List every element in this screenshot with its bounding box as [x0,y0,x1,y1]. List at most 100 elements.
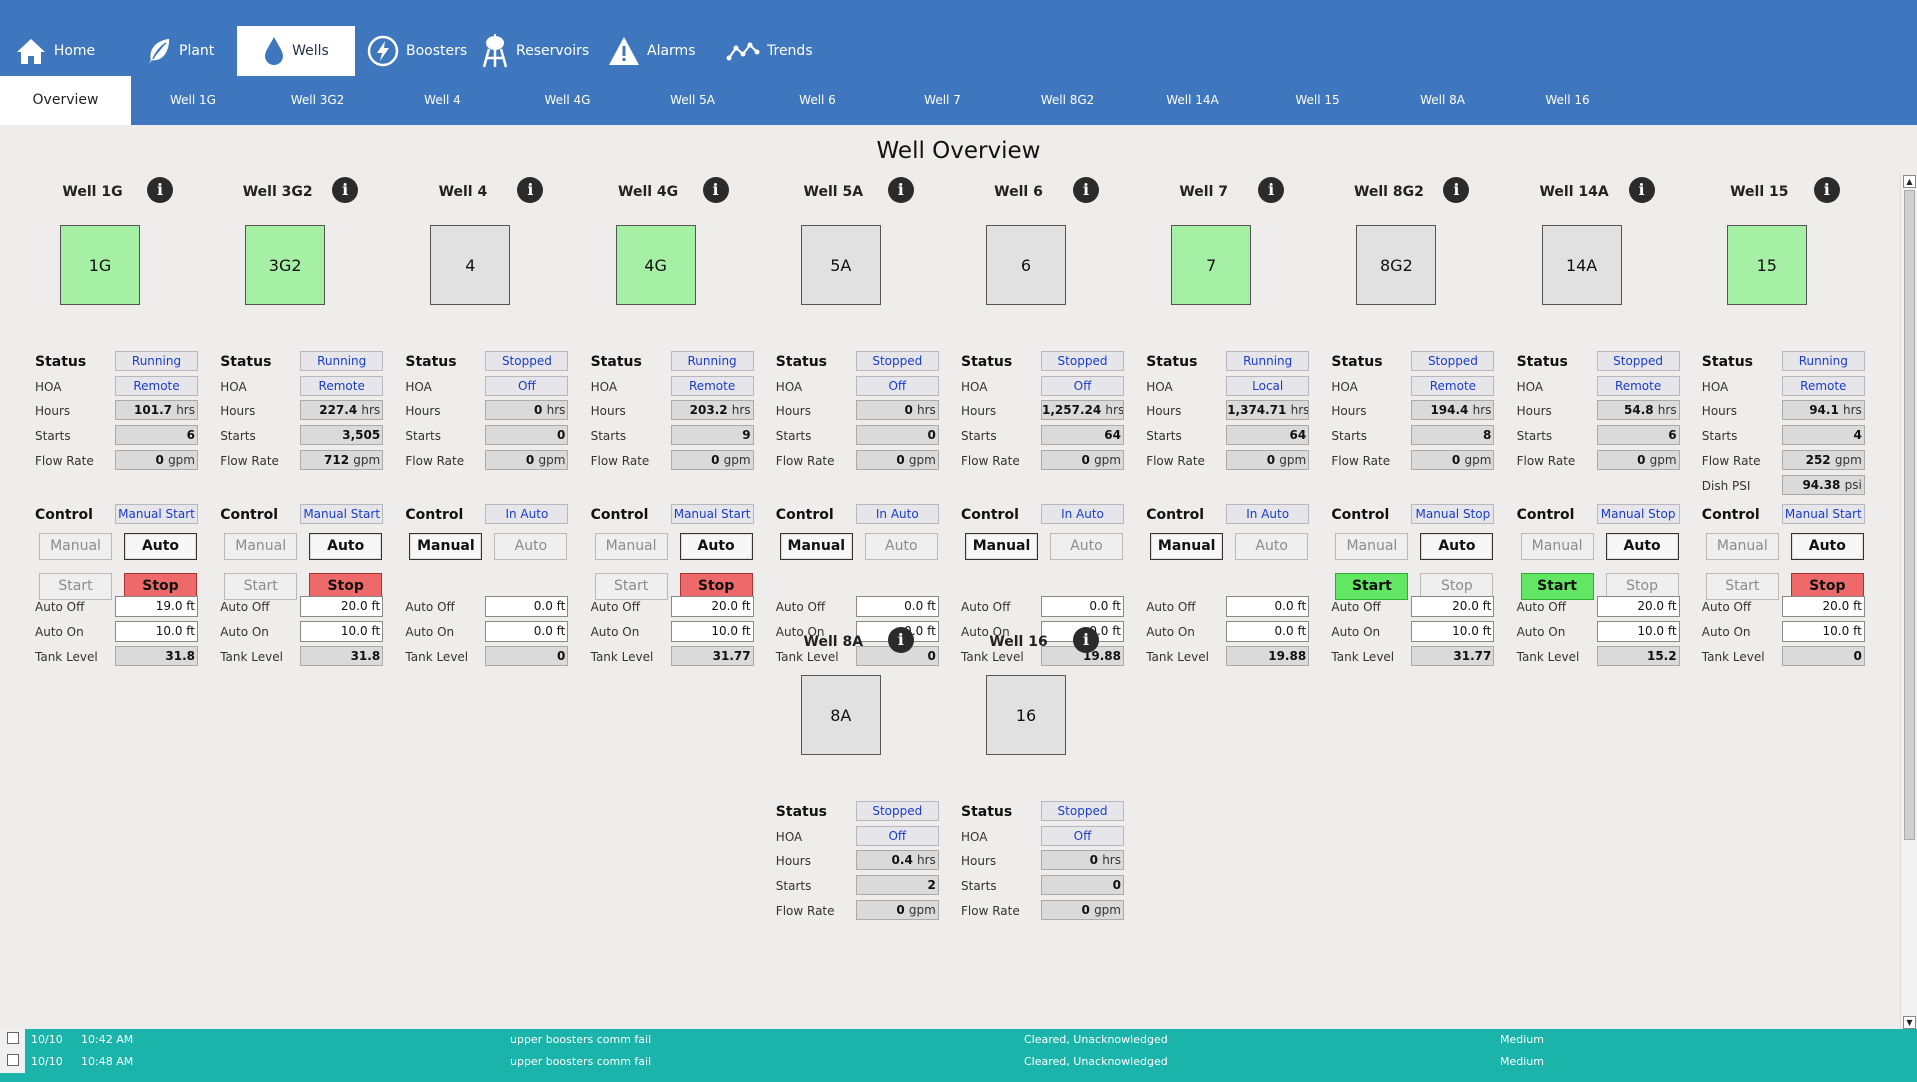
info-icon[interactable]: i [702,177,729,203]
tab-well-4[interactable]: Well 4 [424,93,461,107]
scroll-thumb[interactable] [1904,190,1915,840]
start-button[interactable]: Start [39,573,112,600]
start-button[interactable]: Start [224,573,298,600]
info-icon[interactable]: i [1813,177,1840,203]
well-status-indicator[interactable]: 8G2 [1356,225,1437,305]
info-icon[interactable]: i [1073,177,1099,203]
well-status-indicator[interactable]: 15 [1726,225,1807,305]
nav-trends[interactable]: Trends [726,26,826,76]
nav-reservoirs[interactable]: Reservoirs [481,26,591,76]
auto-on-input[interactable]: 0.0 ft [485,621,569,642]
auto-on-input[interactable]: 10.0 ft [1411,621,1495,642]
alarm-checkbox[interactable] [7,1032,19,1044]
well-status-indicator[interactable]: 1G [60,225,140,305]
info-icon[interactable]: i [1258,177,1285,203]
tab-well-15[interactable]: Well 15 [1295,93,1340,107]
manual-button[interactable]: Manual [1520,533,1594,560]
auto-off-input[interactable]: 20.0 ft [670,596,754,617]
info-icon[interactable]: i [147,177,173,203]
start-button[interactable]: Start [594,573,668,600]
tab-well-14a[interactable]: Well 14A [1166,93,1219,107]
well-status-indicator[interactable]: 14A [1541,225,1622,305]
info-icon[interactable]: i [332,177,359,203]
tab-well-8g2[interactable]: Well 8G2 [1040,93,1095,107]
well-status-indicator[interactable]: 5A [800,225,881,305]
tab-well-16[interactable]: Well 16 [1545,93,1590,107]
nav-alarms[interactable]: Alarms [608,26,698,76]
nav-boosters[interactable]: Boosters [367,26,467,76]
manual-button[interactable]: Manual [1335,533,1409,560]
vertical-scrollbar[interactable]: ▲ ▼ [1900,175,1917,1029]
manual-button[interactable]: Manual [1150,533,1224,560]
well-status-indicator[interactable]: 8A [800,675,881,755]
info-icon[interactable]: i [1443,177,1470,203]
auto-button[interactable]: Auto [309,533,383,560]
auto-off-input[interactable]: 0.0 ft [855,596,939,617]
well-status-indicator[interactable]: 4 [430,225,511,305]
nav-wells[interactable]: Wells [237,26,355,76]
tab-well-6[interactable]: Well 6 [799,93,836,107]
well-status-indicator[interactable]: 4G [615,225,696,305]
auto-on-input[interactable]: 10.0 ft [300,621,384,642]
alarm-row[interactable]: 10/10 10:48 AM upper boosters comm fail … [0,1051,1917,1073]
manual-button[interactable]: Manual [779,533,853,560]
auto-button[interactable]: Auto [1235,533,1309,560]
alarm-checkbox[interactable] [7,1054,19,1066]
start-button[interactable]: Start [1520,573,1594,600]
auto-off-input[interactable]: 0.0 ft [1226,596,1310,617]
stop-button[interactable]: Stop [124,573,197,600]
auto-button[interactable]: Auto [1790,533,1864,560]
auto-button[interactable]: Auto [679,533,753,560]
tab-well-8a[interactable]: Well 8A [1420,93,1465,107]
auto-button[interactable]: Auto [864,533,938,560]
start-button[interactable]: Start [1705,573,1779,600]
tab-well-3g2[interactable]: Well 3G2 [290,93,345,107]
info-icon[interactable]: i [1073,627,1099,653]
tab-well-4g[interactable]: Well 4G [544,93,591,107]
alarm-row[interactable]: 10/10 10:42 AM upper boosters comm fail … [0,1029,1917,1051]
well-status-indicator[interactable]: 16 [986,675,1066,755]
well-status-indicator[interactable]: 6 [986,225,1066,305]
manual-button[interactable]: Manual [409,533,483,560]
manual-button[interactable]: Manual [39,533,112,560]
auto-button[interactable]: Auto [1605,533,1679,560]
well-status-indicator[interactable]: 7 [1171,225,1252,305]
info-icon[interactable]: i [887,177,914,203]
auto-on-input[interactable]: 0.0 ft [1226,621,1310,642]
stop-button[interactable]: Stop [309,573,383,600]
auto-on-input[interactable]: 10.0 ft [1781,621,1865,642]
auto-on-input[interactable]: 10.0 ft [670,621,754,642]
scroll-down-arrow-icon[interactable]: ▼ [1903,1016,1916,1029]
tab-well-5a[interactable]: Well 5A [670,93,715,107]
manual-button[interactable]: Manual [965,533,1038,560]
start-button[interactable]: Start [1335,573,1409,600]
auto-button[interactable]: Auto [124,533,197,560]
tab-well-7[interactable]: Well 7 [924,93,961,107]
auto-off-input[interactable]: 20.0 ft [1781,596,1865,617]
auto-off-input[interactable]: 20.0 ft [1596,596,1680,617]
auto-button[interactable]: Auto [494,533,568,560]
nav-plant[interactable]: Plant [146,26,236,76]
tab-overview[interactable]: Overview [0,76,131,125]
auto-off-input[interactable]: 20.0 ft [1411,596,1495,617]
auto-button[interactable]: Auto [1050,533,1123,560]
info-icon[interactable]: i [887,627,914,653]
scroll-up-arrow-icon[interactable]: ▲ [1903,175,1916,188]
manual-button[interactable]: Manual [594,533,668,560]
auto-off-input[interactable]: 20.0 ft [300,596,384,617]
nav-home[interactable]: Home [0,26,110,76]
info-icon[interactable]: i [517,177,544,203]
tab-well-1g[interactable]: Well 1G [170,93,216,107]
manual-button[interactable]: Manual [224,533,298,560]
auto-off-input[interactable]: 0.0 ft [1041,596,1124,617]
stop-button[interactable]: Stop [1420,573,1494,600]
auto-button[interactable]: Auto [1420,533,1494,560]
auto-on-input[interactable]: 10.0 ft [1596,621,1680,642]
auto-off-input[interactable]: 0.0 ft [485,596,569,617]
auto-on-input[interactable]: 10.0 ft [115,621,198,642]
well-status-indicator[interactable]: 3G2 [245,225,326,305]
info-icon[interactable]: i [1628,177,1655,203]
stop-button[interactable]: Stop [1605,573,1679,600]
manual-button[interactable]: Manual [1705,533,1779,560]
auto-off-input[interactable]: 19.0 ft [115,596,198,617]
